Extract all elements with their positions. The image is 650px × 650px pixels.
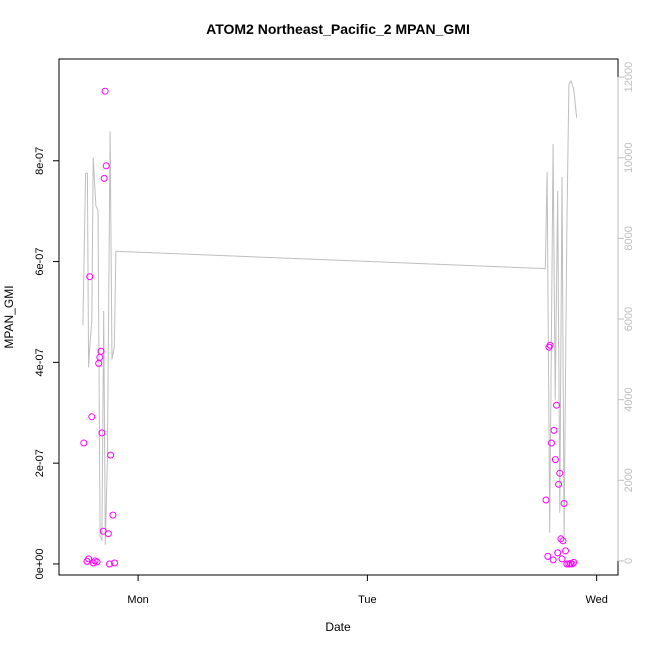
y-tick-label: 8e-07 bbox=[34, 147, 46, 175]
data-point bbox=[107, 451, 115, 459]
left-axis: 0e+00 2e-07 4e-07 6e-07 8e-07 bbox=[34, 147, 60, 580]
data-point bbox=[93, 558, 101, 566]
data-point bbox=[559, 537, 567, 545]
data-point bbox=[109, 511, 117, 519]
data-point bbox=[546, 341, 554, 349]
data-point bbox=[86, 273, 94, 281]
altitude-line bbox=[82, 80, 578, 545]
data-point bbox=[98, 429, 106, 437]
data-point bbox=[111, 559, 118, 567]
bottom-axis: Mon Tue Wed bbox=[127, 574, 608, 606]
data-point bbox=[551, 456, 559, 464]
y-tick-label: 0e+00 bbox=[34, 549, 46, 580]
data-point bbox=[80, 439, 88, 447]
y-tick-label: 4e-07 bbox=[34, 348, 46, 376]
data-point bbox=[556, 469, 564, 477]
y-tick-label: 2e-07 bbox=[34, 449, 46, 477]
data-point bbox=[542, 496, 550, 504]
data-point bbox=[555, 480, 563, 488]
y2-tick-label: 12000 bbox=[623, 62, 635, 93]
data-point bbox=[558, 555, 566, 563]
x-tick-label: Tue bbox=[358, 594, 377, 606]
y2-tick-label: 4000 bbox=[623, 387, 635, 411]
data-point bbox=[549, 556, 557, 564]
data-point bbox=[100, 174, 108, 182]
x-tick-label: Wed bbox=[585, 594, 607, 606]
data-point bbox=[568, 560, 576, 568]
y2-tick-label: 10000 bbox=[623, 142, 635, 173]
data-point bbox=[550, 426, 558, 434]
plot-frame bbox=[58, 58, 619, 576]
data-point bbox=[560, 500, 568, 507]
x-axis-label: Date bbox=[325, 620, 351, 634]
x-tick-label: Mon bbox=[127, 594, 148, 606]
y2-tick-label: 0 bbox=[623, 558, 635, 564]
data-point bbox=[102, 162, 110, 170]
y2-tick-label: 2000 bbox=[623, 468, 635, 492]
data-point bbox=[85, 555, 93, 563]
data-point bbox=[570, 558, 578, 566]
data-point bbox=[548, 439, 555, 447]
altitude-line-layer bbox=[82, 80, 578, 545]
y2-tick-label: 6000 bbox=[623, 307, 635, 331]
y-tick-label: 6e-07 bbox=[34, 247, 46, 275]
data-point bbox=[97, 347, 105, 355]
data-point bbox=[553, 401, 560, 409]
chart-title: ATOM2 Northeast_Pacific_2 MPAN_GMI bbox=[206, 21, 470, 37]
data-point bbox=[101, 87, 109, 95]
data-point bbox=[557, 535, 565, 543]
data-point bbox=[562, 547, 569, 555]
data-point bbox=[106, 560, 113, 568]
y-axis-label: MPAN_GMI bbox=[2, 285, 16, 348]
data-point bbox=[96, 353, 104, 361]
right-axis: 0 2000 4000 6000 8000 10000 12000 bbox=[617, 62, 635, 564]
data-point bbox=[563, 560, 571, 568]
y2-tick-label: 8000 bbox=[623, 226, 635, 250]
data-points-layer bbox=[80, 87, 578, 568]
data-point bbox=[554, 549, 562, 557]
data-point bbox=[89, 559, 97, 567]
data-point bbox=[544, 552, 552, 560]
data-point bbox=[88, 413, 96, 421]
data-point bbox=[104, 530, 112, 538]
